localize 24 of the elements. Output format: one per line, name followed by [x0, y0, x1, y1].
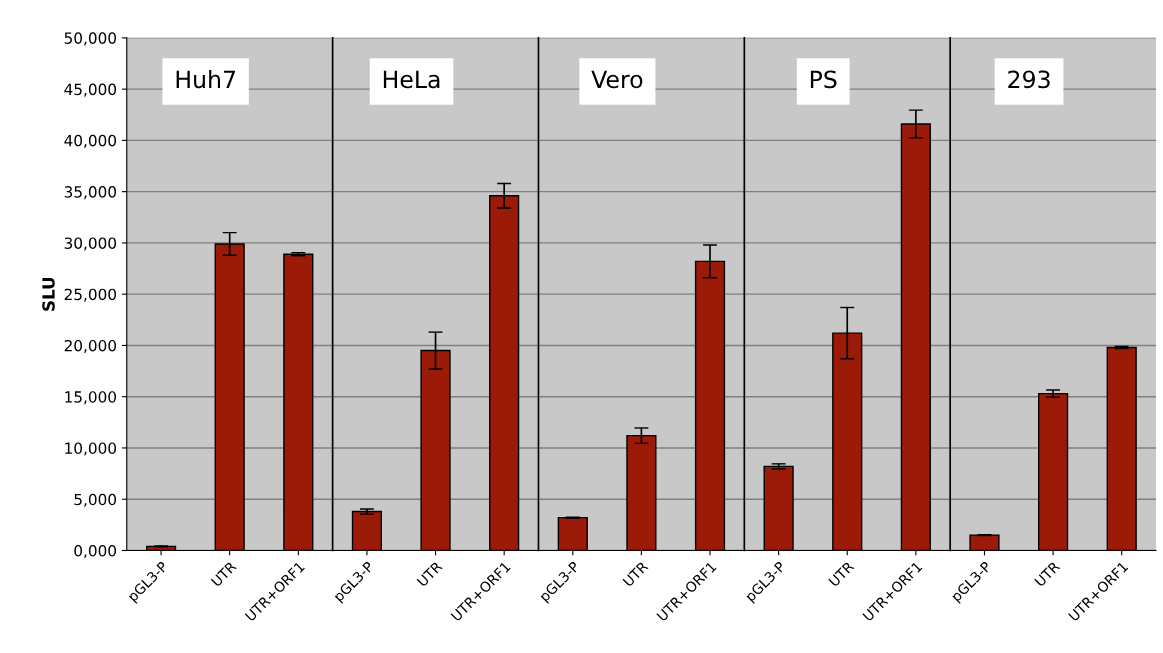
- y-tick-label: 0,000: [74, 544, 117, 559]
- y-tick-label: 30,000: [64, 237, 117, 251]
- bar: [1106, 346, 1137, 551]
- bar: [969, 534, 1000, 551]
- y-tick-label: 10,000: [65, 442, 117, 456]
- y-tick-label: 45,000: [64, 83, 117, 97]
- y-tick-label: 15,000: [65, 391, 117, 405]
- y-axis-title: SLU: [42, 277, 55, 311]
- bar: [283, 253, 314, 551]
- y-tick-label: 35,000: [64, 186, 117, 200]
- annotation: Vero: [591, 70, 643, 89]
- y-tick-label: 25,000: [64, 288, 117, 302]
- y-tick-label: 5,000: [74, 493, 117, 507]
- annotation: Huh7: [176, 70, 236, 89]
- bar: [351, 510, 383, 551]
- y-tick-label: 50,000: [64, 32, 117, 46]
- bar: [1037, 392, 1069, 551]
- annotation: HeLa: [383, 70, 440, 89]
- bar: [763, 465, 794, 551]
- bar: [557, 516, 588, 551]
- y-tick-label: 40,000: [64, 134, 117, 148]
- annotation: PS: [810, 70, 837, 89]
- annotation: 293: [1008, 70, 1050, 89]
- y-tick-label: 20,000: [64, 339, 117, 354]
